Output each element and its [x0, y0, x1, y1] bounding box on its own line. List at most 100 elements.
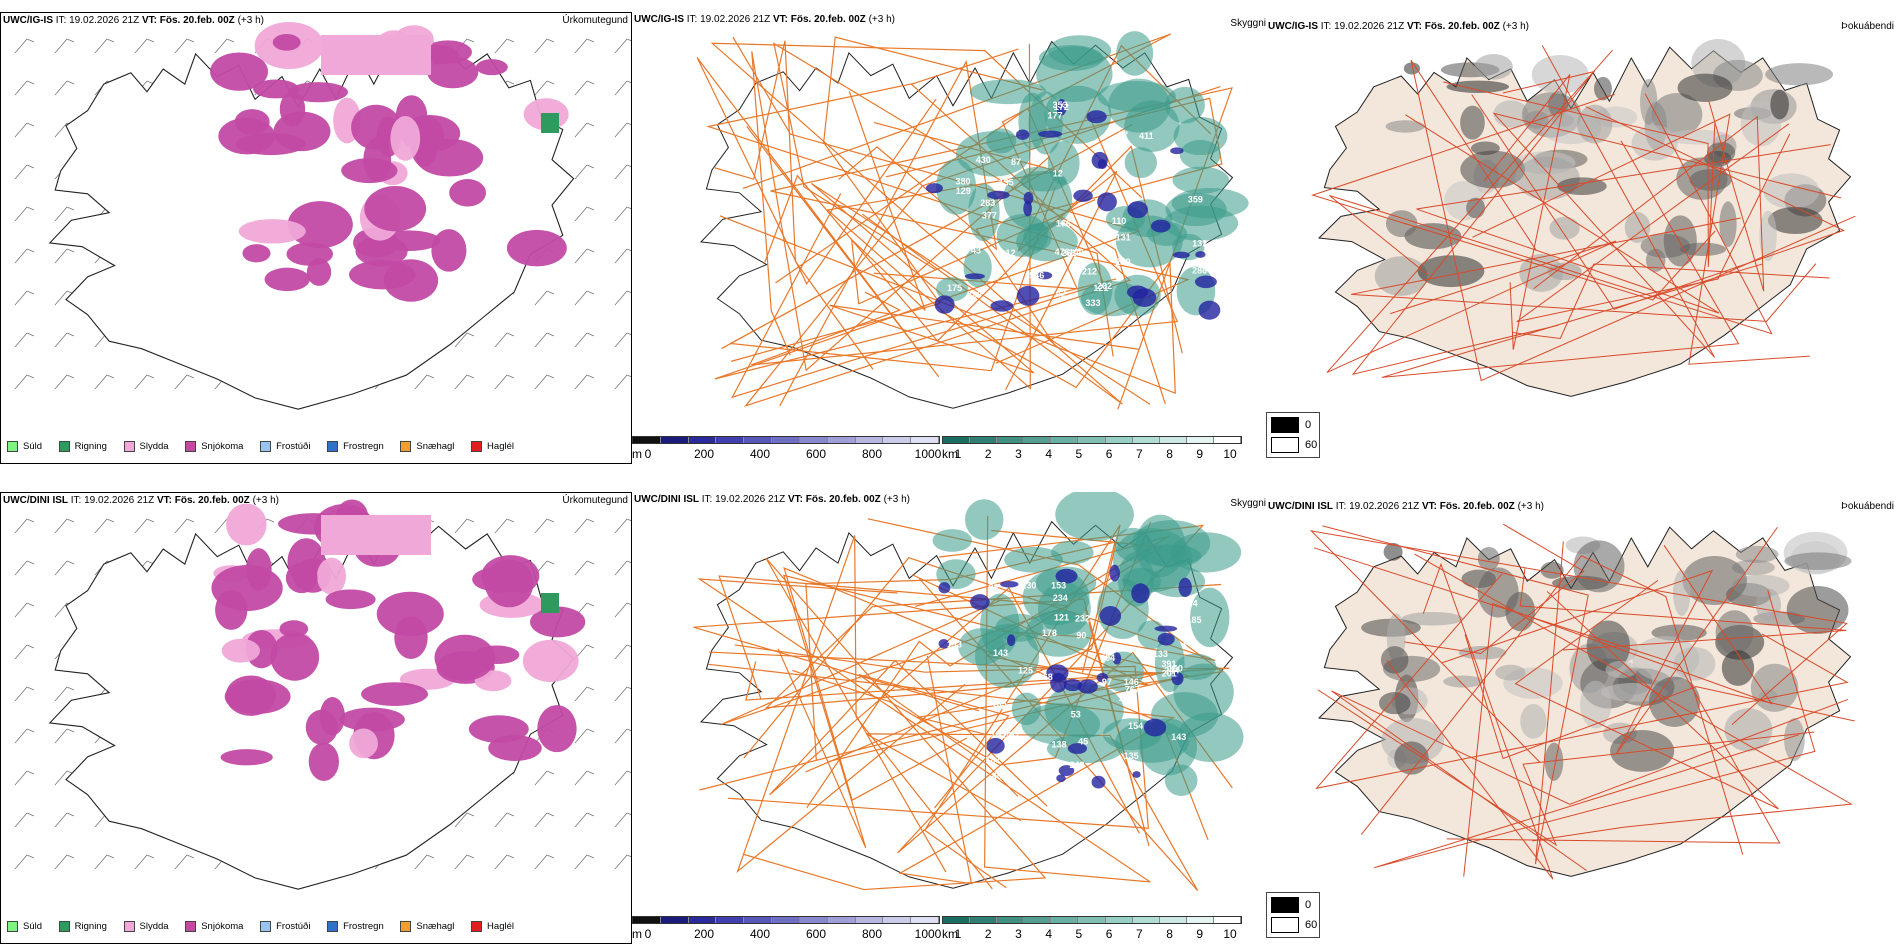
ceiling-label: 168	[1038, 672, 1053, 682]
ceiling-label: 380	[955, 176, 970, 186]
wind-barb	[54, 38, 75, 54]
colorbar-segment	[970, 917, 998, 923]
colorbar-segment	[688, 917, 717, 923]
header-dini-fog: UWC/DINI ISL IT: 19.02.2026 21Z VT: Fös.…	[1268, 501, 1544, 512]
fog-title-dini: Þokuábendi	[1841, 501, 1894, 512]
colorbar-unit: km	[942, 447, 958, 461]
precip-cell	[272, 34, 301, 51]
fog-panel-igis: UWC/IG-IS IT: 19.02.2026 21Z VT: Fös. 20…	[1266, 12, 1900, 464]
fog-cell	[1770, 89, 1789, 120]
road	[1309, 530, 1848, 763]
road	[811, 182, 1151, 405]
visibility-cell	[1097, 81, 1176, 112]
colorbar-segment	[1105, 437, 1133, 443]
fog-map-igis	[1311, 38, 1856, 397]
wind-barb	[574, 164, 595, 180]
ceiling-label: 125	[1018, 666, 1033, 676]
legend-suld: Súld	[7, 441, 42, 452]
colorbar-unit: km	[942, 927, 958, 941]
precip-cell	[506, 229, 567, 267]
precip-cell	[415, 138, 484, 177]
ceiling-label: 476	[1055, 247, 1070, 257]
colorbar-segment	[744, 437, 773, 443]
cloud-cell	[934, 295, 955, 314]
fog-cell	[1605, 660, 1638, 679]
precip-cell	[530, 606, 586, 638]
ceiling-label: 286	[1192, 266, 1207, 276]
snow-areas	[211, 499, 586, 781]
wind-barb	[14, 332, 35, 348]
colorbar-segment	[827, 917, 856, 923]
colorbar-segment	[1078, 917, 1106, 923]
road	[1374, 590, 1816, 869]
road-network	[1309, 523, 1855, 880]
ceiling-label: 43	[971, 245, 981, 255]
precip-cell	[242, 244, 271, 263]
wind-barb	[574, 374, 595, 390]
colorbar-segment	[1105, 917, 1133, 923]
colorbar-segment	[633, 437, 661, 443]
colorbar-segment	[943, 437, 971, 443]
cloud-cell	[1097, 192, 1117, 212]
visibility-cell	[965, 499, 1004, 540]
precip-cell	[390, 116, 421, 161]
wind-barb	[614, 770, 631, 786]
cloud-cell	[1015, 129, 1030, 140]
cloud-cells	[925, 98, 1221, 320]
cloud-cell	[1097, 158, 1108, 170]
ceiling-label: 160	[1168, 664, 1183, 674]
wind-barb	[574, 770, 595, 786]
precip-panel-dini: UWC/DINI ISL IT: 19.02.2026 21Z VT: Fös.…	[0, 492, 632, 944]
ceiling-label: 201	[1162, 668, 1177, 678]
ceiling-label: 411	[1139, 131, 1154, 141]
visibility-cell	[1036, 46, 1113, 103]
colorbar-tick: 600	[805, 447, 827, 461]
road	[779, 59, 998, 407]
colorbar-segment	[633, 917, 661, 923]
wind-barb	[14, 164, 35, 180]
cloud-cell	[1096, 672, 1109, 683]
ceiling-label: 97	[1102, 677, 1112, 687]
colorbar-segment	[1159, 437, 1187, 443]
wind-barb	[54, 854, 75, 870]
colorbar-segment	[1024, 917, 1052, 923]
ceiling-label: 240	[1070, 760, 1085, 770]
wind-barb	[614, 164, 631, 180]
colorbar-tick: 1	[954, 927, 962, 941]
ceiling-label: 212	[1082, 267, 1097, 277]
ceiling-label: 202	[1097, 281, 1112, 291]
colorbar-strip	[632, 436, 940, 444]
cloud-cell	[1112, 652, 1122, 665]
visibility-cell	[1116, 31, 1154, 76]
visibility-cell	[1113, 528, 1193, 593]
fog-map-dini	[1309, 523, 1855, 880]
colorbar-tick: 8	[1166, 927, 1173, 941]
fog-key-light: 60	[1271, 917, 1317, 933]
wind-barb	[614, 38, 631, 54]
road	[1381, 140, 1763, 378]
wind-barb	[574, 38, 595, 54]
road	[1326, 49, 1617, 373]
ceiling-label: 359	[1188, 195, 1203, 205]
cloud-cell	[1194, 275, 1217, 289]
wind-barb	[14, 770, 35, 786]
wind-barb	[574, 728, 595, 744]
ceiling-label: 166	[1056, 219, 1071, 229]
fog-cell	[1735, 545, 1779, 563]
colorbar-strip	[632, 916, 940, 924]
ceiling-label: 404	[1100, 653, 1115, 663]
legend-haglel: Haglél	[471, 921, 514, 932]
precip-map-igis	[14, 22, 631, 410]
colorbar-tick: 8	[1166, 447, 1173, 461]
colorbar-segment	[911, 917, 939, 923]
precip-cell	[306, 258, 332, 286]
cloud-cell	[1077, 679, 1098, 694]
colorbar-segment	[1159, 917, 1187, 923]
ceiling-label: 185	[1187, 615, 1202, 625]
precip-legend-igis: Súld Rigning Slydda Snjókoma Frostúði Fr…	[7, 441, 528, 455]
ceiling-label: 135	[1124, 751, 1139, 761]
wind-barb	[94, 854, 115, 870]
wind-barb	[134, 38, 155, 54]
wind-barb	[54, 518, 75, 534]
ceiling-label: 187	[985, 755, 1000, 765]
